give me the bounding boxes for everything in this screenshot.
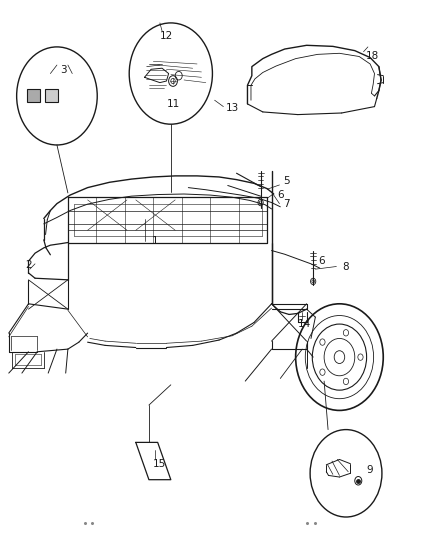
Text: 12: 12 bbox=[160, 31, 173, 41]
Text: 5: 5 bbox=[283, 176, 290, 186]
Text: 13: 13 bbox=[226, 103, 239, 112]
Text: 1: 1 bbox=[152, 236, 159, 246]
Bar bbox=[45, 89, 58, 102]
Text: 11: 11 bbox=[166, 100, 180, 109]
Text: 18: 18 bbox=[366, 51, 379, 61]
Text: 2: 2 bbox=[25, 261, 32, 270]
Text: 14: 14 bbox=[298, 319, 311, 328]
Text: 9: 9 bbox=[367, 465, 374, 475]
Text: 7: 7 bbox=[283, 199, 290, 208]
Text: 15: 15 bbox=[153, 459, 166, 469]
Text: 6: 6 bbox=[318, 256, 325, 266]
Text: 8: 8 bbox=[343, 262, 350, 271]
Text: 6: 6 bbox=[277, 190, 284, 199]
Text: 3: 3 bbox=[60, 66, 67, 75]
Bar bbox=[27, 89, 40, 102]
